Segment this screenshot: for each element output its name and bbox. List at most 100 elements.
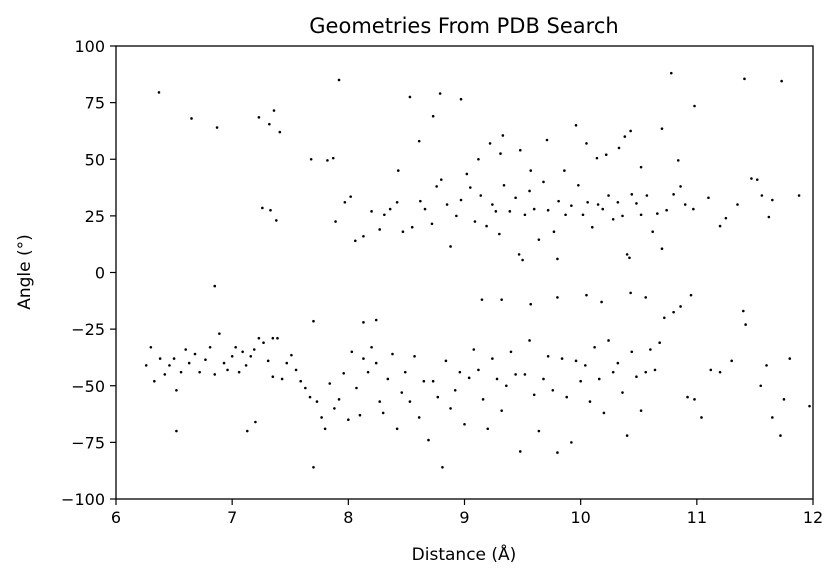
scatter-point xyxy=(755,178,759,181)
scatter-point xyxy=(750,177,753,180)
scatter-point xyxy=(266,359,270,363)
scatter-point xyxy=(596,203,600,206)
scatter-point xyxy=(498,232,501,236)
scatter-point xyxy=(528,189,531,193)
scatter-point xyxy=(254,420,257,424)
y-axis-label: Angle (°) xyxy=(15,234,35,310)
scatter-point xyxy=(744,323,747,326)
scatter-point xyxy=(542,377,545,381)
scatter-point xyxy=(157,91,161,94)
scatter-point xyxy=(439,178,443,181)
scatter-point xyxy=(187,361,191,365)
scatter-point xyxy=(779,434,782,437)
scatter-point xyxy=(400,391,404,394)
scatter-point xyxy=(658,341,661,345)
scatter-point xyxy=(767,215,771,219)
scatter-point xyxy=(500,298,503,301)
scatter-point xyxy=(660,127,664,130)
scatter-point xyxy=(514,373,517,376)
scatter-point xyxy=(656,212,659,215)
scatter-point xyxy=(563,169,566,172)
x-tick-label: 6 xyxy=(111,508,121,527)
scatter-point xyxy=(574,123,578,127)
x-axis: 6 7 8 9 10 11 12 xyxy=(111,499,823,527)
scatter-point xyxy=(481,398,485,401)
scatter-point xyxy=(278,130,282,134)
scatter-point xyxy=(463,422,466,426)
scatter-point xyxy=(665,208,668,212)
scatter-point xyxy=(611,370,615,374)
scatter-point xyxy=(635,202,638,205)
scatter-point xyxy=(378,400,382,403)
scatter-point xyxy=(435,185,438,188)
scatter-point xyxy=(585,293,588,297)
scatter-point xyxy=(514,196,517,200)
scatter-point xyxy=(602,411,606,415)
scatter-point xyxy=(494,210,498,213)
scatter-point xyxy=(532,393,536,397)
scatter-point xyxy=(244,364,248,367)
scatter-point xyxy=(645,194,649,197)
scatter-point xyxy=(469,186,472,189)
scatter-point xyxy=(477,368,480,372)
scatter-point xyxy=(395,200,399,204)
scatter-point xyxy=(593,345,596,349)
scatter-point xyxy=(465,172,469,176)
scatter-point xyxy=(693,104,696,108)
scatter-point xyxy=(501,134,505,137)
scatter-point xyxy=(679,305,682,308)
scatter-point xyxy=(692,207,695,211)
scatter-point xyxy=(616,200,620,204)
scatter-point xyxy=(455,214,458,218)
scatter-point xyxy=(208,345,212,349)
scatter-point xyxy=(422,379,426,383)
scatter-point xyxy=(500,409,503,412)
scatter-point xyxy=(362,321,365,324)
scatter-point xyxy=(686,395,689,399)
x-tick-label: 10 xyxy=(570,508,590,527)
scatter-point xyxy=(417,139,421,143)
scatter-point xyxy=(271,375,275,378)
scatter-point xyxy=(388,207,392,211)
scatter-point xyxy=(275,219,278,222)
scatter-point xyxy=(570,441,573,444)
y-tick-label: −25 xyxy=(71,320,105,339)
scatter-point xyxy=(581,213,585,217)
scatter-point xyxy=(431,379,435,383)
scatter-point xyxy=(557,199,560,203)
scatter-point xyxy=(423,207,427,211)
scatter-point xyxy=(222,361,226,365)
scatter-point xyxy=(261,206,264,210)
scatter-point xyxy=(262,341,265,345)
scatter-point xyxy=(663,316,666,320)
scatter-point xyxy=(417,416,421,419)
scatter-point xyxy=(771,416,774,419)
scatter-point xyxy=(184,348,187,351)
scatter-point xyxy=(523,373,527,376)
scatter-point xyxy=(299,379,303,383)
scatter-point xyxy=(347,418,350,422)
scatter-point xyxy=(144,364,148,367)
scatter-point xyxy=(485,224,488,228)
scatter-point xyxy=(644,296,648,299)
scatter-point xyxy=(204,358,207,362)
scatter-point xyxy=(718,370,722,374)
scatter-point xyxy=(488,142,492,145)
scatter-point xyxy=(449,407,452,410)
scatter-point xyxy=(556,451,559,454)
scatter-point xyxy=(472,348,476,351)
x-axis-label: Distance (Å) xyxy=(412,543,517,565)
scatter-point xyxy=(574,359,578,363)
scatter-point xyxy=(355,386,358,390)
scatter-point xyxy=(257,116,261,119)
scatter-point xyxy=(395,427,399,431)
scatter-point xyxy=(459,198,463,202)
scatter-point xyxy=(252,348,256,351)
scatter-point xyxy=(403,370,407,374)
scatter-point xyxy=(683,203,687,206)
scatter-point xyxy=(272,109,276,112)
scatter-point xyxy=(477,157,480,161)
scatter-point xyxy=(349,195,352,198)
scatter-point xyxy=(334,220,337,223)
